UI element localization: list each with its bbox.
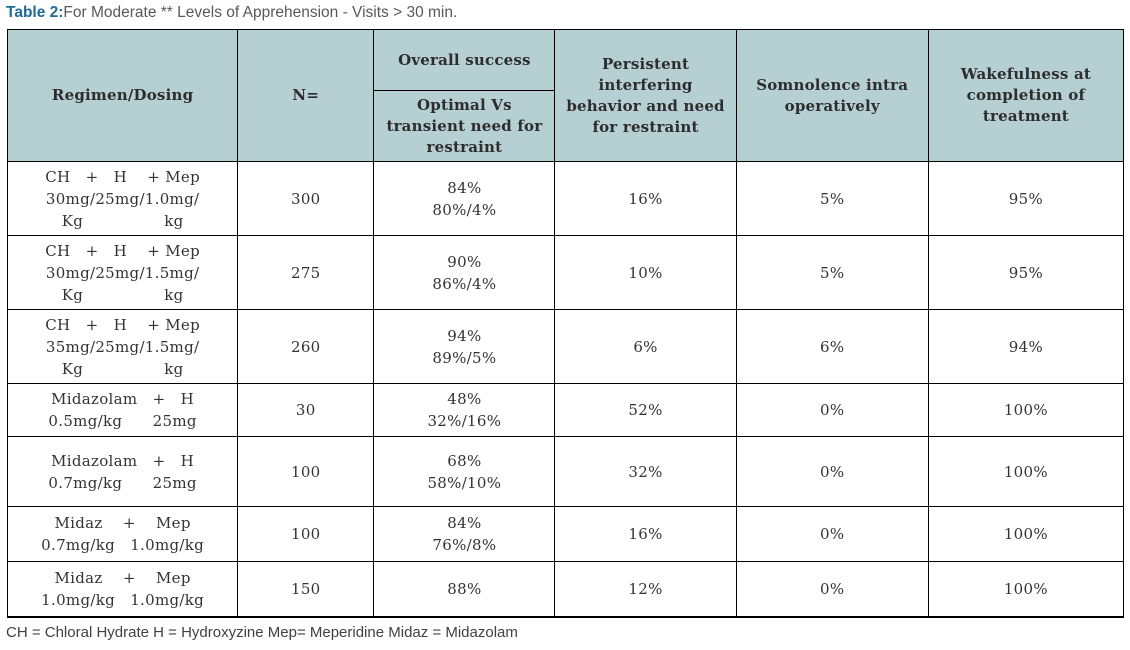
n-cell: 275 [237, 235, 375, 310]
wakefulness-cell: 95% [927, 235, 1125, 310]
header-n: N= [237, 29, 375, 162]
table-body: CH + H + Mep 30mg/25mg/1.0mg/ Kg kg 300 … [6, 161, 1125, 617]
header-optimal-vs-transient: Optimal Vs transient need for restraint [373, 90, 556, 162]
regimen-cell: CH + H + Mep 30mg/25mg/1.0mg/ Kg kg [6, 161, 239, 236]
success-cell: 48% 32%/16% [373, 383, 556, 437]
table-row: Midazolam + H 0.7mg/kg 25mg 100 68% 58%/… [6, 436, 1125, 507]
success-cell: 88% [373, 561, 556, 617]
persistent-cell: 32% [554, 436, 737, 507]
success-cell: 84% 76%/8% [373, 506, 556, 562]
table-row: Midaz + Mep 1.0mg/kg 1.0mg/kg 150 88% 12… [6, 561, 1125, 617]
persistent-cell: 16% [554, 161, 737, 236]
table-row: CH + H + Mep 35mg/25mg/1.5mg/ Kg kg 260 … [6, 309, 1125, 384]
table-caption: Table 2:For Moderate ** Levels of Appreh… [6, 3, 1125, 22]
somnolence-cell: 0% [735, 436, 929, 507]
table-row: Midaz + Mep 0.7mg/kg 1.0mg/kg 100 84% 76… [6, 506, 1125, 562]
regimen-cell: Midaz + Mep 0.7mg/kg 1.0mg/kg [6, 506, 239, 562]
somnolence-cell: 6% [735, 309, 929, 384]
n-cell: 30 [237, 383, 375, 437]
wakefulness-cell: 100% [927, 383, 1125, 437]
results-table: Regimen/Dosing N= Overall success Persis… [6, 29, 1125, 618]
somnolence-cell: 5% [735, 161, 929, 236]
header-regimen-dosing: Regimen/Dosing [6, 29, 239, 162]
somnolence-cell: 5% [735, 235, 929, 310]
wakefulness-cell: 95% [927, 161, 1125, 236]
wakefulness-cell: 94% [927, 309, 1125, 384]
wakefulness-cell: 100% [927, 506, 1125, 562]
success-cell: 90% 86%/4% [373, 235, 556, 310]
table-row: Midazolam + H 0.5mg/kg 25mg 30 48% 32%/1… [6, 383, 1125, 437]
table-caption-text: For Moderate ** Levels of Apprehension -… [63, 4, 458, 21]
wakefulness-cell: 100% [927, 436, 1125, 507]
table-row: CH + H + Mep 30mg/25mg/1.0mg/ Kg kg 300 … [6, 161, 1125, 236]
regimen-cell: CH + H + Mep 30mg/25mg/1.5mg/ Kg kg [6, 235, 239, 310]
table-row: CH + H + Mep 30mg/25mg/1.5mg/ Kg kg 275 … [6, 235, 1125, 310]
n-cell: 150 [237, 561, 375, 617]
persistent-cell: 10% [554, 235, 737, 310]
regimen-cell: Midazolam + H 0.7mg/kg 25mg [6, 436, 239, 507]
persistent-cell: 52% [554, 383, 737, 437]
header-row-sub: Optimal Vs transient need for restraint [8, 90, 1124, 162]
n-cell: 260 [237, 309, 375, 384]
regimen-cell: Midazolam + H 0.5mg/kg 25mg [6, 383, 239, 437]
n-cell: 100 [237, 506, 375, 562]
success-cell: 68% 58%/10% [373, 436, 556, 507]
abbreviations-footnote: CH = Chloral Hydrate H = Hydroxyzine Mep… [6, 623, 518, 641]
somnolence-cell: 0% [735, 383, 929, 437]
persistent-cell: 12% [554, 561, 737, 617]
header-row-top: Regimen/Dosing N= Overall success Persis… [6, 29, 1125, 162]
regimen-cell: CH + H + Mep 35mg/25mg/1.5mg/ Kg kg [6, 309, 239, 384]
success-cell: 94% 89%/5% [373, 309, 556, 384]
header-overall-success: Overall success [373, 29, 556, 91]
success-cell: 84% 80%/4% [373, 161, 556, 236]
wakefulness-cell: 100% [927, 561, 1125, 617]
somnolence-cell: 0% [735, 561, 929, 617]
header-somnolence: Somnolence intra operatively [735, 29, 929, 162]
table-header: Regimen/Dosing N= Overall success Persis… [6, 29, 1125, 162]
regimen-cell: Midaz + Mep 1.0mg/kg 1.0mg/kg [6, 561, 239, 617]
persistent-cell: 6% [554, 309, 737, 384]
table-caption-label: Table 2: [6, 4, 64, 21]
n-cell: 300 [237, 161, 375, 236]
header-wakefulness: Wakefulness at completion of treatment [927, 29, 1125, 162]
n-cell: 100 [237, 436, 375, 507]
header-persistent-behavior: Persistent interfering behavior and need… [554, 29, 737, 162]
persistent-cell: 16% [554, 506, 737, 562]
somnolence-cell: 0% [735, 506, 929, 562]
